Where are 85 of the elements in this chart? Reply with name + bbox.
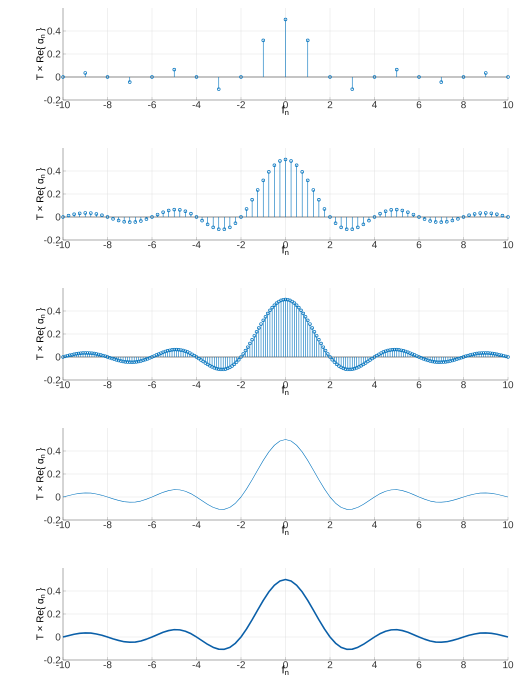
x-tick-label: 10	[503, 101, 514, 108]
y-tick-label: -0.2	[44, 96, 60, 104]
point	[306, 38, 310, 42]
x-tick-label: -4	[192, 101, 201, 108]
y-axis-title: T × Re{ α$_{n}$ }	[36, 448, 46, 500]
x-tick-label: 6	[416, 521, 422, 528]
x-tick-label: 2	[328, 521, 332, 528]
x-tick-label: -6	[148, 661, 156, 668]
x-tick-label: 2	[328, 661, 332, 668]
x-tick-label: 4	[372, 241, 377, 248]
point	[262, 38, 265, 42]
point	[84, 71, 87, 75]
x-tick-label: -6	[148, 101, 156, 108]
x-tick-label: -4	[192, 521, 201, 528]
x-tick-label: -2	[237, 381, 245, 388]
x-tick-label: -2	[237, 521, 245, 528]
x-tick-label: -2	[237, 101, 245, 108]
x-tick-label: 8	[461, 101, 466, 108]
x-tick-label: 8	[461, 521, 466, 528]
y-tick-label: 0	[56, 213, 60, 221]
x-tick-label: 10	[503, 241, 514, 248]
y-tick-label: -0.2	[44, 656, 60, 664]
y-axis-title: T × Re{ α$_{n}$ }	[36, 308, 46, 360]
x-tick-label: -10	[56, 101, 70, 108]
x-tick-label: -8	[104, 101, 112, 108]
x-tick-label: 4	[372, 661, 377, 668]
x-tick-label: 6	[416, 101, 422, 108]
point	[440, 80, 443, 84]
point	[395, 68, 398, 72]
y-tick-label: 0	[56, 353, 60, 361]
x-tick-label: -10	[56, 661, 70, 668]
point	[172, 68, 176, 72]
y-tick-label: 0.2	[47, 330, 60, 338]
y-axis-title: T × Re{ α$_{n}$ }	[36, 168, 46, 220]
x-tick-label: -6	[148, 381, 156, 388]
x-tick-label: -10	[56, 521, 70, 528]
point	[350, 87, 354, 91]
x-tick-label: 6	[416, 661, 422, 668]
x-tick-label: -4	[192, 381, 201, 388]
y-axis-title: T × Re{ α$_{n}$ }	[36, 28, 46, 80]
y-tick-label: -0.2	[44, 516, 60, 524]
y-tick-label: 0	[56, 493, 60, 501]
x-tick-label: -10	[56, 241, 70, 248]
x-tick-label: -8	[104, 521, 112, 528]
y-tick-label: -0.2	[44, 236, 60, 244]
x-tick-label: -6	[148, 521, 156, 528]
x-tick-label: 6	[416, 241, 422, 248]
y-tick-label: 0	[56, 73, 60, 81]
x-tick-label: -2	[237, 241, 245, 248]
y-tick-label: 0.2	[47, 50, 60, 58]
x-tick-label: 8	[461, 661, 466, 668]
x-tick-label: 2	[328, 381, 332, 388]
x-tick-label: 6	[416, 381, 422, 388]
x-tick-label: 8	[461, 381, 466, 388]
x-tick-label: -8	[104, 241, 112, 248]
x-tick-label: -6	[148, 241, 156, 248]
x-tick-label: 10	[503, 661, 514, 668]
x-tick-label: 4	[372, 101, 377, 108]
x-tick-label: -8	[104, 661, 112, 668]
x-tick-label: 10	[503, 521, 514, 528]
y-tick-label: 0.4	[47, 167, 61, 175]
y-tick-label: 0.4	[47, 587, 61, 595]
x-tick-label: -8	[104, 381, 112, 388]
x-tick-label: 2	[328, 101, 332, 108]
y-tick-label: 0.2	[47, 470, 60, 478]
y-tick-label: 0.2	[47, 610, 60, 618]
x-tick-label: -4	[192, 661, 201, 668]
x-tick-label: 10	[503, 381, 514, 388]
y-tick-label: -0.2	[44, 376, 60, 384]
y-axis-title: T × Re{ α$_{n}$ }	[36, 588, 46, 640]
y-tick-label: 0.2	[47, 190, 60, 198]
point	[484, 71, 488, 75]
x-tick-label: -2	[237, 661, 245, 668]
x-tick-label: -4	[192, 241, 201, 248]
y-tick-label: 0	[56, 633, 60, 641]
x-tick-label: 4	[372, 381, 377, 388]
x-tick-label: 8	[461, 241, 466, 248]
y-tick-label: 0.4	[47, 27, 61, 35]
point	[128, 80, 132, 84]
y-tick-label: 0.4	[47, 447, 61, 455]
x-tick-label: 4	[372, 521, 377, 528]
x-tick-label: 2	[328, 241, 332, 248]
point	[217, 87, 220, 91]
y-tick-label: 0.4	[47, 307, 61, 315]
x-tick-label: -10	[56, 381, 70, 388]
